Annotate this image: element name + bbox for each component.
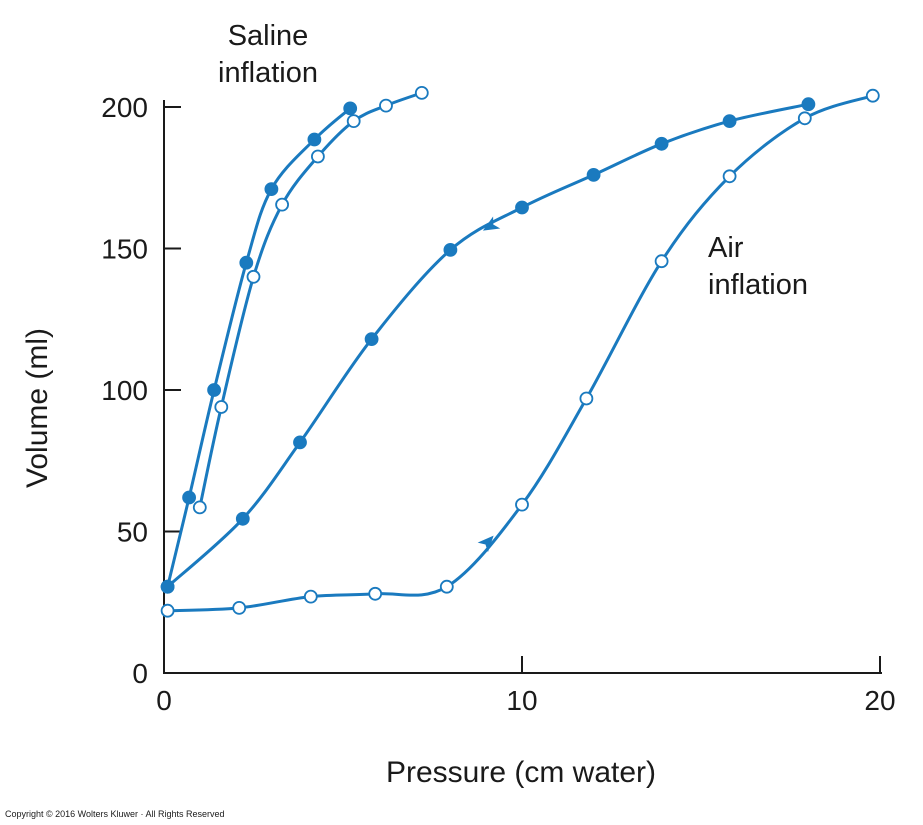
y-axis-title: Volume (ml) xyxy=(21,328,54,488)
air-inflation-point xyxy=(654,254,669,269)
air-deflation-point xyxy=(722,114,737,128)
x-axis-title: Pressure (cm water) xyxy=(386,756,656,789)
x-tick-label: 20 xyxy=(864,685,895,716)
saline-inflation-point xyxy=(246,269,261,284)
saline-inflation-point xyxy=(192,500,207,515)
air-inflation-point xyxy=(515,497,529,512)
saline-inflation-point xyxy=(310,149,325,164)
air-inflation-point xyxy=(722,169,737,184)
saline-deflation-point xyxy=(182,490,197,505)
air-deflation-point xyxy=(654,136,669,151)
saline-inflation-point xyxy=(346,114,361,128)
saline-deflation-point xyxy=(207,383,222,397)
air-inflation-point xyxy=(303,589,318,604)
air-deflation-point xyxy=(293,435,307,450)
air-deflation-point xyxy=(364,332,379,347)
air-inflation-point xyxy=(368,586,383,601)
air-inflation-point xyxy=(232,601,247,615)
air-inflation-point xyxy=(160,603,175,618)
air-deflation-point xyxy=(235,511,250,526)
air-inflation-label-line1: Air xyxy=(708,232,744,264)
saline-deflation-point xyxy=(264,182,279,197)
saline-deflation-point xyxy=(343,101,358,116)
y-tick-label: 200 xyxy=(101,92,148,123)
y-tick-label: 0 xyxy=(132,658,148,689)
air-inflation-point xyxy=(865,88,880,103)
air-deflation-point xyxy=(515,200,529,215)
saline-inflation-point xyxy=(379,98,393,113)
saline-inflation-point xyxy=(275,197,290,212)
y-tick-label: 50 xyxy=(117,517,148,548)
air-deflation-point xyxy=(160,579,175,594)
saline-inflation-label-line2: inflation xyxy=(218,57,318,89)
air-inflation-label-line2: inflation xyxy=(708,269,808,301)
y-tick-label: 100 xyxy=(101,375,148,406)
air-inflation-arrow xyxy=(477,535,494,553)
air-inflation-point xyxy=(439,579,454,594)
curves xyxy=(166,91,875,613)
saline-inflation-point xyxy=(214,400,229,414)
saline-deflation-curve xyxy=(166,106,352,589)
saline-inflation-point xyxy=(414,86,429,100)
saline-inflation-label-line1: Saline xyxy=(228,20,309,52)
air-deflation-arrow xyxy=(482,216,501,231)
saline-deflation-point xyxy=(307,132,322,147)
x-tick-label: 10 xyxy=(506,685,537,716)
air-inflation-curve xyxy=(166,94,875,613)
air-deflation-curve xyxy=(166,102,810,589)
y-tick-label: 150 xyxy=(101,234,148,265)
saline-inflation-curve xyxy=(198,91,424,509)
air-deflation-point xyxy=(586,167,601,182)
copyright-notice: Copyright © 2016 Wolters Kluwer · All Ri… xyxy=(5,809,225,819)
air-inflation-point xyxy=(579,391,594,406)
markers xyxy=(160,86,880,618)
saline-deflation-point xyxy=(239,255,254,270)
air-inflation-point xyxy=(797,111,812,126)
air-deflation-point xyxy=(801,97,816,112)
air-deflation-point xyxy=(443,242,458,257)
x-tick-label: 0 xyxy=(156,685,172,716)
